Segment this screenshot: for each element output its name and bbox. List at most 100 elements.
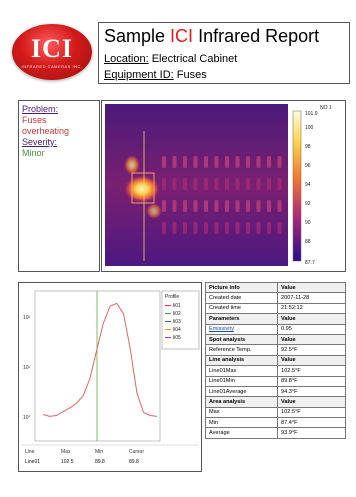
footer-value: 89.8 [129,459,139,465]
table-label-cell: Spot analysis [205,333,278,346]
table-row: Emissivity 0.95 [205,323,346,335]
fuse-mark [214,178,219,190]
fuse-mark [193,222,198,234]
table-row: Line01Min 89.8°F [205,375,346,387]
fuse-mark [235,178,240,190]
table-value-cell: 87.4°F [277,417,346,429]
y-tick-label: 10° [23,415,31,421]
fuse-mark [256,200,261,212]
title-accent: ICI [170,26,194,46]
legend-items: li01 li02 li03 li04 li05 [165,303,181,341]
table-label-cell: Line analysis [205,354,278,367]
fuse-mark [162,156,166,168]
table-label-cell: Picture info [205,281,278,294]
company-logo: ICI INFRARED CAMERAS INC. [12,24,92,80]
equipment-value: Fuses [173,69,207,81]
fuse-mark [277,222,282,234]
problem-line-2: overheating [22,126,70,136]
severity-value: Minor [22,148,45,158]
scale-top-label: 101.9 [305,111,318,117]
fuse-mark [162,222,166,234]
footer-header: Line [25,449,35,455]
table-value-cell: 21:52:12 [277,302,346,315]
logo-letters: ICI [30,34,73,63]
table-row: Line01Average 94.3°F [205,385,346,398]
fuse-mark [183,200,187,212]
table-value-cell: 94.3°F [277,385,346,398]
logo-tagline: INFRARED CAMERAS INC. [21,64,83,69]
scale-tick-label: 88 [305,239,311,245]
hotspot-lower [146,203,162,219]
problem-label: Problem: [22,104,59,114]
fuse-mark [204,156,208,168]
table-section-header: Parameters Value [205,313,346,325]
fuse-mark [235,222,240,234]
table-section-header: Picture info Value [205,281,346,294]
corner-label: NO 1 [320,105,332,111]
analysis-area-box [131,172,155,204]
table-label-cell: Line01Max [205,365,278,377]
fuse-mark [193,156,198,168]
location-label: Location: [104,53,149,65]
table-label-cell[interactable]: Emissivity [205,323,278,335]
table-value-cell: Value [277,333,346,346]
legend-item-label: li01 [173,303,181,309]
table-label-cell: Line01Min [205,375,278,387]
title-suffix: Infrared Report [193,26,320,46]
fuse-mark [225,178,229,190]
y-tick-label: 10² [23,315,31,321]
fuse-mark [277,178,282,190]
footer-header: Cursor [129,449,144,455]
table-row: Average 93.9°F [205,427,346,439]
scale-ticks: 100 98 96 94 92 90 88 [305,125,314,245]
location-value: Electrical Cabinet [148,53,238,65]
fuse-mark [214,222,219,234]
legend-item-label: li03 [173,319,181,325]
table-label-cell: Line01Average [205,385,278,398]
fuse-mark [225,200,229,212]
fuse-mark [183,178,187,190]
fuse-mark [183,222,187,234]
table-row: Created time 21:52:12 [205,302,346,315]
legend-item-label: li02 [173,311,181,317]
footer-value: 102.5 [61,459,74,465]
report-title: Sample ICI Infrared Report [104,26,319,47]
fuse-mark [225,156,229,168]
fuse-mark [246,222,250,234]
fuse-columns [162,156,282,234]
table-value-cell: 0.95 [277,323,346,335]
legend-title: Profile [165,294,179,300]
title-prefix: Sample [104,26,171,46]
table-label-cell: Created date [205,292,278,304]
fuse-mark [162,200,166,212]
table-label-cell: Created time [205,302,278,315]
fuse-mark [277,156,282,168]
fuse-mark [214,156,219,168]
fuse-mark [172,178,177,190]
scale-tick-label: 94 [305,182,311,188]
fuse-mark [235,200,240,212]
table-value-cell: 2007-11-28 [277,292,346,304]
fuse-mark [256,222,261,234]
y-tick-labels: 10² 10¹ 10° [23,315,31,421]
scale-bottom-label: 87.7 [305,260,315,266]
location-line: Location: Electrical Cabinet [104,53,237,65]
data-table: Picture info Value Created date 2007-11-28 C… [205,281,346,439]
scale-tick-label: 96 [305,163,311,169]
fuse-mark [172,200,177,212]
thermal-image-panel: 101.9 NO 1 87.7 100 98 96 94 92 90 88 [101,100,346,272]
table-row: Created date 2007-11-28 [205,292,346,304]
legend-item-label: li05 [173,335,181,341]
table-label-cell: Parameters [205,313,278,325]
y-tick-label: 10¹ [23,365,31,371]
table-value-cell: Value [277,281,346,294]
table-value-cell: Value [277,396,346,408]
table-row: Min 87.4°F [205,417,346,429]
fuse-mark [256,178,261,190]
fuse-mark [162,178,166,190]
table-label-cell: Min [205,417,278,429]
fuse-mark [267,178,271,190]
hotspot-upper [124,155,140,175]
profile-chart-panel: 10² 10¹ 10° Profile li01 li02 li03 li04 li05 L… [18,282,202,472]
problem-panel: Problem: Fuses overheating Severity: Min… [18,100,100,272]
